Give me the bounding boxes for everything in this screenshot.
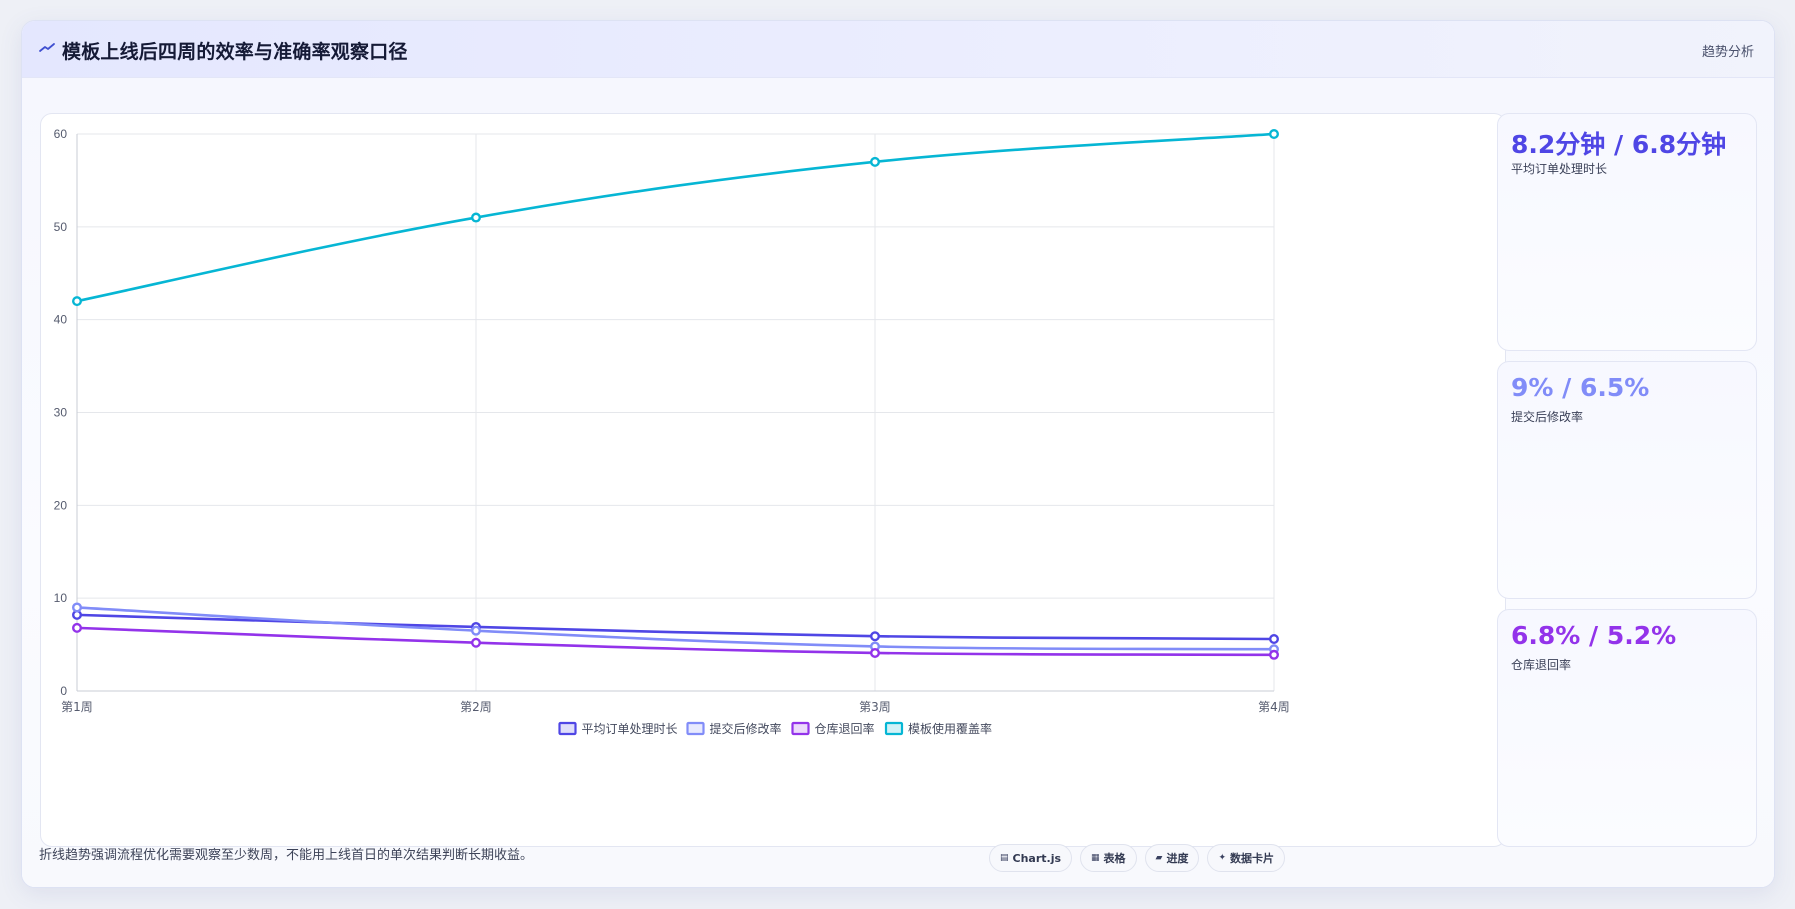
y-tick-label: 30 [54, 406, 68, 420]
table-pill[interactable]: ▦ 表格 [1080, 844, 1137, 872]
pill-label: 数据卡片 [1230, 852, 1275, 865]
chartjs-pill[interactable]: ▤ Chart.js [989, 844, 1073, 872]
pill-label: Chart.js [1012, 851, 1062, 865]
y-tick-label: 50 [54, 220, 68, 234]
y-tick-label: 60 [54, 127, 68, 141]
stat-value: 9% / 6.5% [1511, 373, 1650, 402]
x-tick-label: 第2周 [460, 700, 492, 714]
data-point [471, 637, 482, 648]
panel-body: 0 10 20 30 40 50 60 第1周 第2周 第3周 第4周 平均订单处理时长 提交后修改率仓… [22, 78, 1774, 887]
series-line-2 [76, 626, 1275, 657]
y-tick-label: 10 [54, 591, 68, 605]
legend-swatch [558, 721, 577, 736]
data-point [870, 156, 881, 167]
series-line-1 [76, 606, 1275, 651]
y-tick-label: 0 [60, 684, 67, 698]
y-tick-label: 20 [54, 498, 68, 512]
trend-line-icon [39, 43, 55, 52]
legend-swatch [884, 721, 904, 736]
pill-label: 进度 [1166, 852, 1189, 865]
x-tick-label: 第3周 [859, 700, 891, 714]
panel-header: 模板上线后四周的效率与准确率观察口径 趋势分析 [22, 21, 1774, 78]
data-point [1268, 634, 1279, 645]
dashboard-panel: 模板上线后四周的效率与准确率观察口径 趋势分析 0 10 20 30 40 50 60 第1周… [21, 20, 1775, 888]
legend-swatch [791, 721, 810, 736]
legend-label: 模板使用覆盖率 [908, 721, 992, 736]
progress-icon: ▰ [1155, 853, 1163, 863]
legend-label: 提交后修改率 [710, 721, 782, 736]
data-point [72, 622, 83, 633]
series-line-0 [76, 613, 1275, 641]
footer-note: 折线趋势强调流程优化需要观察至少数周，不能用上线首日的单次结果判断长期收益。 [39, 848, 534, 863]
data-point [1268, 129, 1279, 140]
stat-card-return-rate: 6.8% / 5.2% 仓库退回率 [1497, 609, 1757, 847]
legend-label: 仓库退回率 [815, 721, 875, 736]
stat-value: 8.2分钟 / 6.8分钟 [1511, 130, 1727, 159]
data-point [72, 602, 83, 613]
progress-pill[interactable]: ▰ 进度 [1144, 844, 1200, 872]
data-point [471, 625, 482, 636]
legend-label: 平均订单处理时长 [582, 722, 678, 736]
x-tick-label: 第1周 [61, 700, 93, 714]
table-icon: ▦ [1091, 853, 1100, 863]
pill-label: 表格 [1103, 852, 1126, 865]
view-switcher: ▤ Chart.js ▦ 表格 ▰ 进度 ✦ 数据卡片 [989, 844, 1286, 872]
data-point [72, 296, 83, 307]
series-line-3 [76, 132, 1275, 303]
legend-swatch [686, 721, 705, 736]
data-point [870, 631, 881, 642]
stat-card-processing-time: 8.2分钟 / 6.8分钟 平均订单处理时长 [1497, 113, 1757, 351]
trend-analysis-label: 趋势分析 [1701, 45, 1754, 60]
stat-card-revision-rate: 9% / 6.5% 提交后修改率 [1497, 361, 1757, 599]
y-tick-label: 40 [54, 313, 68, 327]
chart-icon: ▤ [1000, 853, 1009, 863]
stat-label: 提交后修改率 [1511, 410, 1584, 424]
stat-label: 平均订单处理时长 [1511, 162, 1608, 176]
data-point [1268, 649, 1279, 660]
page-title: 模板上线后四周的效率与准确率观察口径 [62, 41, 408, 63]
sparkle-icon: ✦ [1218, 853, 1227, 863]
data-point [471, 212, 482, 223]
stat-label: 仓库退回率 [1511, 658, 1572, 672]
stat-value: 6.8% / 5.2% [1511, 621, 1677, 650]
x-tick-label: 第4周 [1258, 700, 1290, 714]
data-point [870, 647, 881, 658]
data-card-pill[interactable]: ✦ 数据卡片 [1207, 844, 1286, 872]
chart-card: 0 10 20 30 40 50 60 第1周 第2周 第3周 第4周平均订单处理时长 提交后修改率 仓… [40, 113, 1506, 847]
